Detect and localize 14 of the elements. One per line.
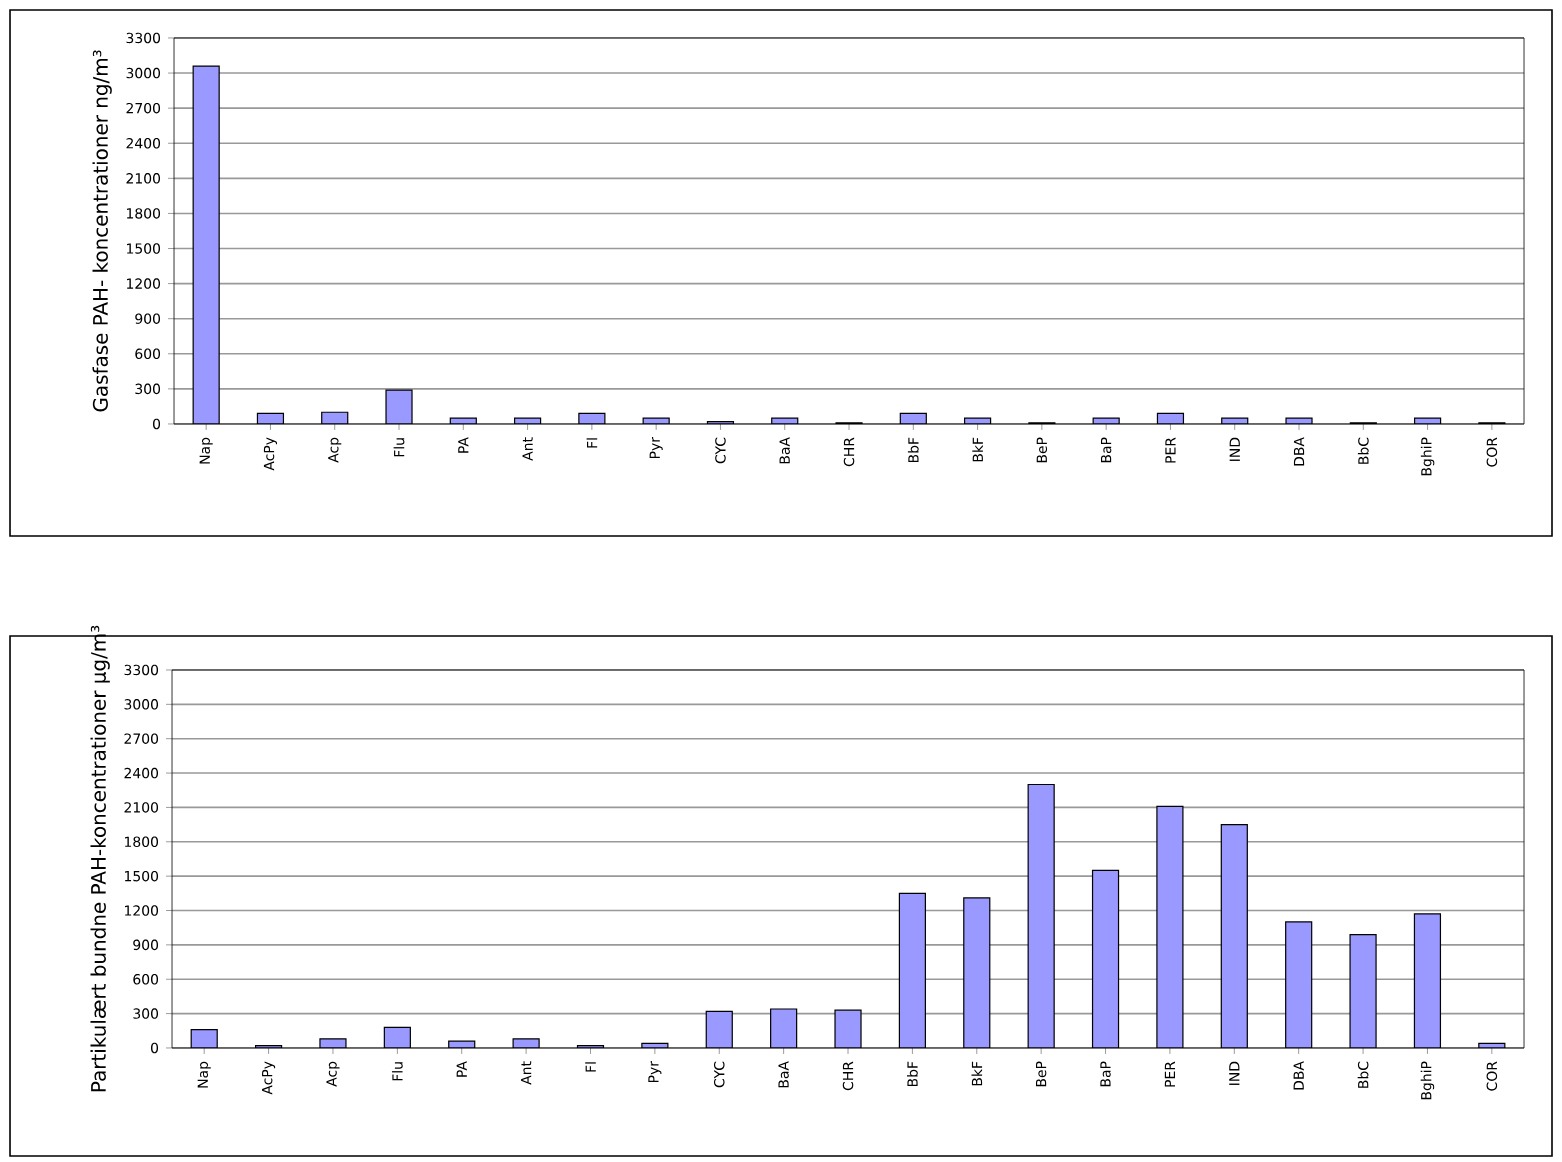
bar — [1349, 933, 1377, 1048]
bar — [1156, 805, 1184, 1048]
bar — [1285, 921, 1313, 1048]
y-axis-title: Partikulært bundne PAH-koncentrationer µg/m³ — [90, 625, 110, 1092]
bar — [192, 65, 220, 424]
bar — [1220, 824, 1248, 1048]
bar — [1413, 913, 1442, 1048]
bar — [963, 897, 991, 1048]
bar — [705, 1010, 733, 1048]
bar — [1027, 783, 1055, 1048]
bar — [898, 892, 926, 1048]
y-axis-title: Gasfase PAH- koncentrationer ng/m³ — [92, 50, 112, 412]
bar — [770, 1008, 798, 1048]
bar — [1091, 869, 1120, 1048]
